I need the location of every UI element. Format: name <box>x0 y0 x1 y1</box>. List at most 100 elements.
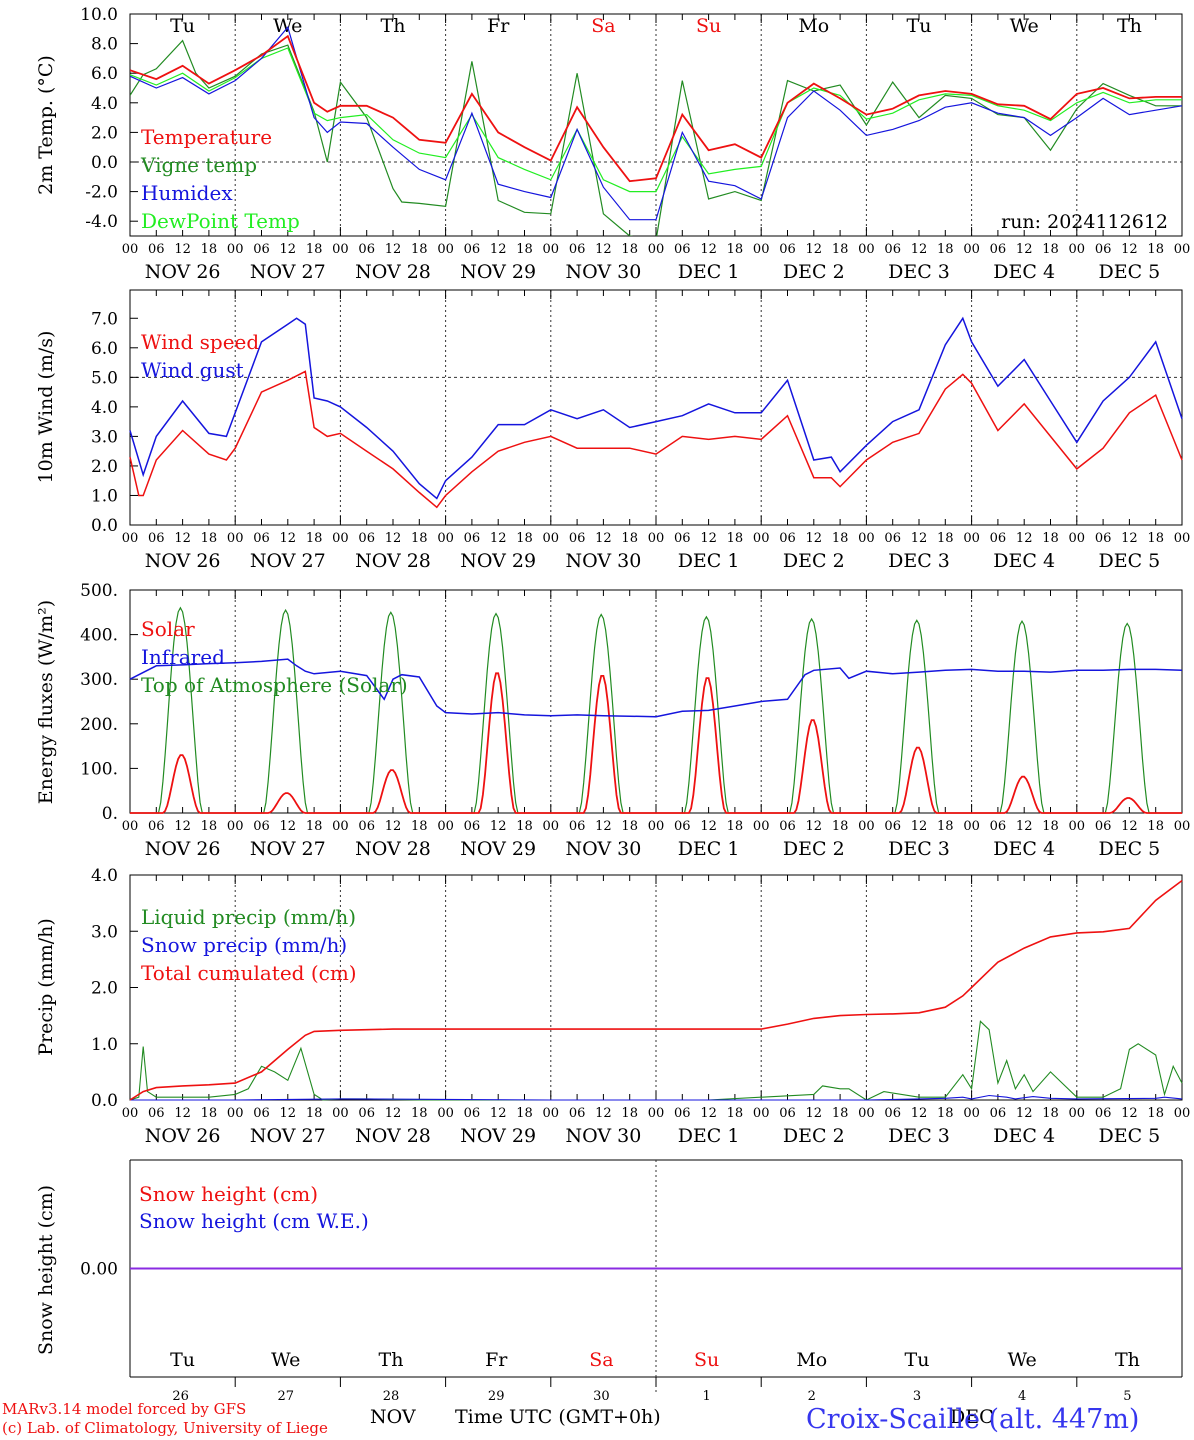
day-number-label: 27 <box>278 1389 295 1404</box>
hour-tick-label: 00 <box>963 819 980 834</box>
hour-tick-label: 18 <box>1042 531 1059 546</box>
y-tick-label: 500. <box>80 581 118 601</box>
hour-tick-label: 18 <box>1042 1106 1059 1121</box>
hour-tick-label: 18 <box>1147 242 1164 257</box>
hour-tick-label: 18 <box>1147 1106 1164 1121</box>
hour-tick-label: 06 <box>779 531 796 546</box>
legend-entry: Vigne temp <box>140 153 257 177</box>
y-tick-label: 0.0 <box>91 153 118 173</box>
legend-entry: Snow height (cm) <box>139 1182 318 1206</box>
hour-tick-label: 06 <box>464 531 481 546</box>
y-tick-label: 6.0 <box>91 339 118 359</box>
date-label: DEC 1 <box>678 1125 740 1147</box>
hour-tick-label: 06 <box>464 819 481 834</box>
date-label: DEC 4 <box>993 1125 1055 1147</box>
hour-tick-label: 12 <box>174 1106 191 1121</box>
hour-tick-label: 12 <box>1121 819 1138 834</box>
hour-tick-label: 18 <box>832 531 849 546</box>
y-tick-label: 100. <box>80 759 118 779</box>
day-name-label: Mo <box>798 15 829 37</box>
day-name-label: Su <box>694 1349 719 1371</box>
panel-snow: 0.00 Snow height (cm) Snow height (cm) Snow… <box>35 1159 1183 1404</box>
date-label: DEC 2 <box>783 1125 845 1147</box>
hour-tick-label: 06 <box>148 1106 165 1121</box>
hour-tick-label: 18 <box>621 242 638 257</box>
legend-entry: Temperature <box>141 125 272 149</box>
hour-tick-label: 06 <box>253 819 270 834</box>
hour-tick-label: 00 <box>858 242 875 257</box>
hour-tick-label: 06 <box>253 242 270 257</box>
hour-tick-label: 00 <box>963 242 980 257</box>
hour-tick-label: 12 <box>385 242 402 257</box>
date-label: NOV 27 <box>250 550 326 572</box>
hour-tick-label: 12 <box>1121 531 1138 546</box>
hour-tick-label: 00 <box>437 242 454 257</box>
hour-tick-label: 18 <box>411 242 428 257</box>
legend-entry: Total cumulated (cm) <box>141 961 357 985</box>
y-axis-label: 2m Temp. (°C) <box>35 55 57 195</box>
hour-tick-label: 00 <box>1069 819 1086 834</box>
series-line <box>130 1094 1183 1101</box>
day-name-label: Th <box>1115 1349 1140 1371</box>
hour-tick-label: 18 <box>937 1106 954 1121</box>
y-tick-label: 0.00 <box>80 1260 118 1280</box>
day-name-label: Fr <box>487 15 510 37</box>
series-line <box>130 672 1182 814</box>
day-name-label: Tu <box>170 1349 195 1371</box>
day-name-label: Tu <box>905 1349 930 1371</box>
hour-tick-label: 06 <box>358 531 375 546</box>
credit-line-2: (c) Lab. of Climatology, University of L… <box>2 1419 328 1437</box>
hour-tick-label: 06 <box>1095 242 1112 257</box>
hour-tick-label: 00 <box>332 531 349 546</box>
hour-tick-label: 06 <box>569 819 586 834</box>
date-label: DEC 5 <box>1099 261 1161 283</box>
y-tick-label: 300. <box>80 670 118 690</box>
hour-tick-label: 18 <box>201 242 218 257</box>
hour-tick-label: 00 <box>437 1106 454 1121</box>
month-dec-label: DEC <box>950 1406 994 1428</box>
hour-tick-label: 06 <box>884 242 901 257</box>
day-name-label: Th <box>379 1349 404 1371</box>
date-label: DEC 3 <box>888 550 950 572</box>
credit-line-1: MARv3.14 model forced by GFS <box>2 1400 246 1418</box>
panel-temperature: 10.0 8.0 6.0 4.0 2.0 0.0 -2.0 -4.0 2m Temp. (°C)… <box>35 5 1190 283</box>
panel-precip: 4.0 3.0 2.0 1.0 0.0 Precip (mm/h) Liquid preci… <box>35 866 1190 1147</box>
day-number-label: 28 <box>383 1389 400 1404</box>
y-tick-label: 8.0 <box>91 35 118 55</box>
day-number-label: 30 <box>593 1389 610 1404</box>
hour-tick-label: 00 <box>122 531 139 546</box>
hour-tick-label: 06 <box>674 531 691 546</box>
hour-tick-label: 12 <box>1121 1106 1138 1121</box>
hour-tick-label: 00 <box>648 242 665 257</box>
hour-tick-label: 06 <box>884 1106 901 1121</box>
hour-tick-label: 00 <box>1069 531 1086 546</box>
hour-tick-label: 12 <box>911 531 928 546</box>
hour-tick-label: 00 <box>227 819 244 834</box>
panel-wind: 7.0 6.0 5.0 4.0 3.0 2.0 1.0 0.0 10m Wind (m/s) Wi… <box>35 289 1190 572</box>
hour-tick-label: 12 <box>174 531 191 546</box>
hour-tick-label: 12 <box>911 242 928 257</box>
hour-tick-label: 06 <box>884 531 901 546</box>
y-tick-label: 0.0 <box>91 516 118 536</box>
hour-tick-label: 00 <box>332 819 349 834</box>
date-label: NOV 30 <box>565 550 641 572</box>
hour-tick-label: 00 <box>227 1106 244 1121</box>
hour-tick-label: 06 <box>358 242 375 257</box>
hour-tick-label: 18 <box>306 531 323 546</box>
hour-tick-label: 12 <box>595 819 612 834</box>
y-tick-label: 2.0 <box>91 979 118 999</box>
date-label: NOV 28 <box>355 838 431 860</box>
date-label: NOV 29 <box>460 838 536 860</box>
hour-tick-label: 00 <box>543 531 560 546</box>
legend-entry: Wind gust <box>141 358 244 382</box>
hour-tick-label: 06 <box>569 531 586 546</box>
hour-tick-label: 18 <box>516 1106 533 1121</box>
hour-tick-label: 00 <box>437 819 454 834</box>
y-tick-label: 1.0 <box>91 1035 118 1055</box>
legend-entry: Snow precip (mm/h) <box>141 933 347 957</box>
y-tick-label: 3.0 <box>91 922 118 942</box>
date-label: DEC 4 <box>993 550 1055 572</box>
hour-tick-label: 06 <box>674 819 691 834</box>
hour-tick-label: 12 <box>280 242 297 257</box>
day-name-label: We <box>1008 1349 1037 1371</box>
